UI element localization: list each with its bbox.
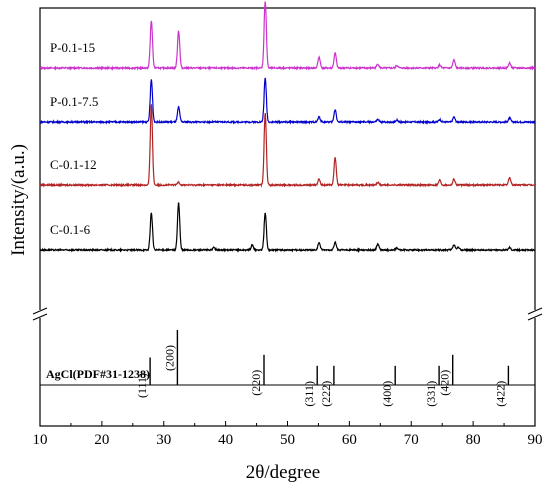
series-label: P-0.1-7.5 [50, 94, 98, 109]
x-axis: 10 20 30 40 50 60 70 80 90 [33, 421, 543, 448]
axis-break-gap-left [34, 310, 46, 318]
reference-pattern: AgCl(PDF#31-1238)(111) (200) (220) (311) (22… [46, 330, 510, 407]
x-tick-label: 50 [280, 432, 295, 448]
x-tick-label: 40 [218, 432, 233, 448]
hkl-label: (311) [302, 381, 316, 407]
axis-break-mark [527, 313, 543, 321]
series-P-0.1-15: P-0.1-15 [39, 1, 536, 72]
x-tick-label: 60 [342, 432, 357, 448]
series-line [39, 77, 536, 125]
reference-name: AgCl(PDF#31-1238) [46, 367, 150, 381]
series-C-0.1-12: C-0.1-12 [39, 104, 536, 188]
x-tick-label: 80 [466, 432, 481, 448]
hkl-label: (200) [162, 345, 176, 371]
series-P-0.1-7.5: P-0.1-7.5 [39, 77, 536, 125]
hkl-label: (222) [319, 381, 333, 407]
series-layer: P-0.1-15 P-0.1-7.5 C-0.1-12 C-0.1-6 [39, 1, 536, 254]
plot-border [39, 7, 536, 427]
axis-break-mark [32, 307, 48, 315]
series-line [39, 1, 536, 72]
x-tick-label: 30 [156, 432, 171, 448]
x-tick-label: 70 [404, 432, 419, 448]
hkl-label: (422) [493, 381, 507, 407]
x-tick-label: 10 [33, 432, 48, 448]
series-label: C-0.1-6 [50, 222, 91, 237]
hkl-label: (111) [135, 373, 149, 398]
x-axis-title: 2θ/degree [246, 462, 321, 483]
hkl-label: (220) [249, 370, 263, 396]
x-tick-label: 90 [528, 432, 543, 448]
x-tick-label: 20 [94, 432, 109, 448]
y-axis-title: Intensity/(a.u.) [8, 144, 29, 256]
axis-break-mark [527, 307, 543, 315]
axis-break-mark [32, 313, 48, 321]
axis-break-gap-right [529, 310, 541, 318]
series-line [39, 104, 536, 188]
series-C-0.1-6: C-0.1-6 [39, 202, 536, 254]
hkl-label: (331) [424, 381, 438, 407]
hkl-label: (400) [380, 381, 394, 407]
series-label: P-0.1-15 [50, 40, 95, 55]
hkl-label: (420) [438, 370, 452, 396]
series-line [39, 202, 536, 254]
plot-frame [32, 7, 543, 427]
series-label: C-0.1-12 [50, 157, 97, 172]
